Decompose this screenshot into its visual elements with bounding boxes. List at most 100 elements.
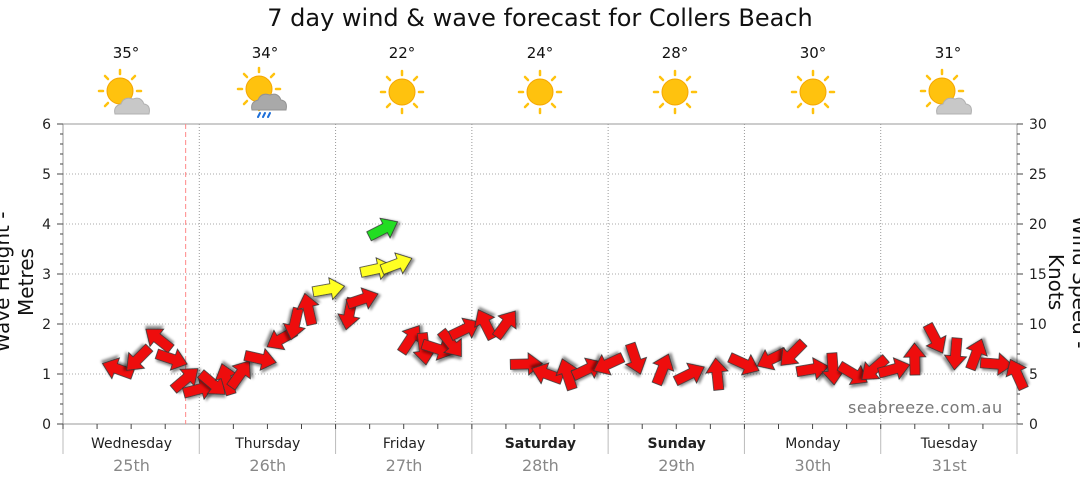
left-tick-label: 6: [42, 117, 51, 133]
wind-arrow: [555, 358, 578, 392]
wind-arrow-shape: [861, 354, 890, 380]
wind-arrow-shape: [624, 341, 648, 375]
wind-arrow: [672, 362, 705, 387]
wind-arrow: [979, 352, 1014, 376]
right-tick-label: 20: [1029, 217, 1047, 233]
day-name: Sunday: [647, 436, 706, 452]
temperature-label: 31°: [934, 44, 962, 62]
wind-arrow-shape: [705, 357, 729, 391]
weather-day-7: 31°: [913, 44, 983, 122]
left-axis-label: Wave Height - Metres: [0, 212, 38, 353]
wind-arrow: [624, 341, 648, 375]
left-tick-label: 3: [42, 267, 51, 283]
day-label-thursday: Thursday 26th: [199, 436, 336, 475]
day-name: Monday: [785, 436, 841, 452]
wind-arrow-shape: [366, 217, 399, 242]
day-date: 28th: [521, 456, 559, 475]
wind-arrow-shape: [311, 277, 346, 301]
temperature-label: 28°: [661, 44, 689, 62]
wind-arrow: [447, 317, 481, 341]
wind-arrow: [345, 287, 379, 310]
day-date: 27th: [385, 456, 423, 475]
day-label-friday: Friday 27th: [336, 436, 473, 475]
left-tick-label: 1: [42, 367, 51, 383]
wind-arrow-shape: [491, 310, 517, 341]
wind-arrow-shape: [436, 327, 462, 358]
day-label-saturday: Saturday 28th: [472, 436, 609, 475]
wind-arrow-shape: [979, 352, 1014, 376]
wind-arrow: [836, 360, 868, 385]
wind-arrow-shape: [196, 369, 226, 395]
day-label-monday: Monday 30th: [744, 436, 881, 475]
weather-day-5: 28°: [640, 44, 710, 122]
wind-arrow: [727, 352, 760, 376]
wind-arrow: [780, 338, 808, 366]
wind-arrow: [366, 217, 399, 242]
day-date: 30th: [794, 456, 832, 475]
wind-arrow-shape: [795, 357, 829, 381]
temperature-label: 30°: [799, 44, 827, 62]
right-tick-label: 25: [1029, 167, 1047, 183]
day-date: 26th: [249, 456, 287, 475]
wind-arrow-shape: [296, 292, 320, 327]
temperature-label: 34°: [251, 44, 279, 62]
wind-arrow: [877, 357, 911, 381]
temperature-label: 22°: [388, 44, 416, 62]
wind-arrow: [922, 321, 947, 354]
wind-arrow: [169, 368, 199, 394]
wind-arrow: [296, 292, 320, 327]
wind-arrow-shape: [243, 347, 277, 371]
weather-day-2: 34°: [230, 44, 300, 122]
right-tick-label: 10: [1029, 317, 1047, 333]
wind-arrow-shape: [169, 368, 199, 394]
wind-arrow: [902, 342, 927, 376]
day-label-tuesday: Tuesday 31st: [881, 436, 1018, 475]
left-tick-label: 0: [42, 417, 51, 433]
day-label-wednesday: Wednesday 25th: [63, 436, 200, 475]
wind-arrow-shape: [154, 348, 188, 371]
chart-axes: 0 1 2 3 4 5 6 0 5 10 15 20 25 30: [42, 117, 1047, 454]
temperature-label: 35°: [112, 44, 140, 62]
right-tick-label: 5: [1029, 367, 1038, 383]
left-tick-label: 2: [42, 317, 51, 333]
wind-arrow-shape: [756, 346, 789, 371]
wind-arrow: [705, 357, 729, 391]
weather-day-4: 24°: [505, 44, 575, 122]
wind-arrow-shape: [379, 252, 413, 275]
wind-arrow-shape: [727, 352, 760, 376]
wind-arrow-shape: [555, 358, 578, 392]
wind-arrow: [943, 337, 968, 371]
wind-arrow: [861, 354, 890, 380]
wind-arrow: [593, 352, 626, 376]
day-name: Saturday: [504, 436, 576, 452]
wind-arrow-shape: [877, 357, 911, 381]
day-date: 29th: [658, 456, 696, 475]
wind-arrow-shape: [943, 337, 968, 371]
wind-arrow: [965, 338, 988, 372]
wind-arrow-shape: [922, 321, 947, 354]
wind-arrow: [491, 310, 517, 341]
right-tick-label: 15: [1029, 267, 1047, 283]
wind-arrow-shape: [145, 328, 175, 354]
day-date: 31st: [931, 456, 967, 475]
wind-arrow-series: [101, 217, 1029, 401]
brand-watermark: seabreeze.com.au: [848, 398, 1003, 417]
wind-arrow-shape: [902, 342, 927, 376]
wind-arrow: [154, 348, 188, 371]
wind-arrow-shape: [672, 362, 705, 387]
wind-arrow-shape: [965, 338, 988, 372]
wind-arrow-shape: [345, 287, 379, 310]
wind-arrow-shape: [126, 343, 154, 371]
wind-arrow-shape: [447, 317, 481, 341]
day-date: 25th: [113, 456, 150, 475]
right-axis-label: Wind Speed - Knots: [1044, 215, 1080, 349]
wind-arrow: [379, 252, 413, 275]
day-name: Friday: [382, 436, 426, 452]
wind-arrow: [651, 353, 675, 387]
wind-arrow-shape: [282, 306, 306, 341]
temperature-label: 24°: [526, 44, 554, 62]
wind-arrow-shape: [226, 360, 251, 391]
right-tick-label: 0: [1029, 417, 1038, 433]
